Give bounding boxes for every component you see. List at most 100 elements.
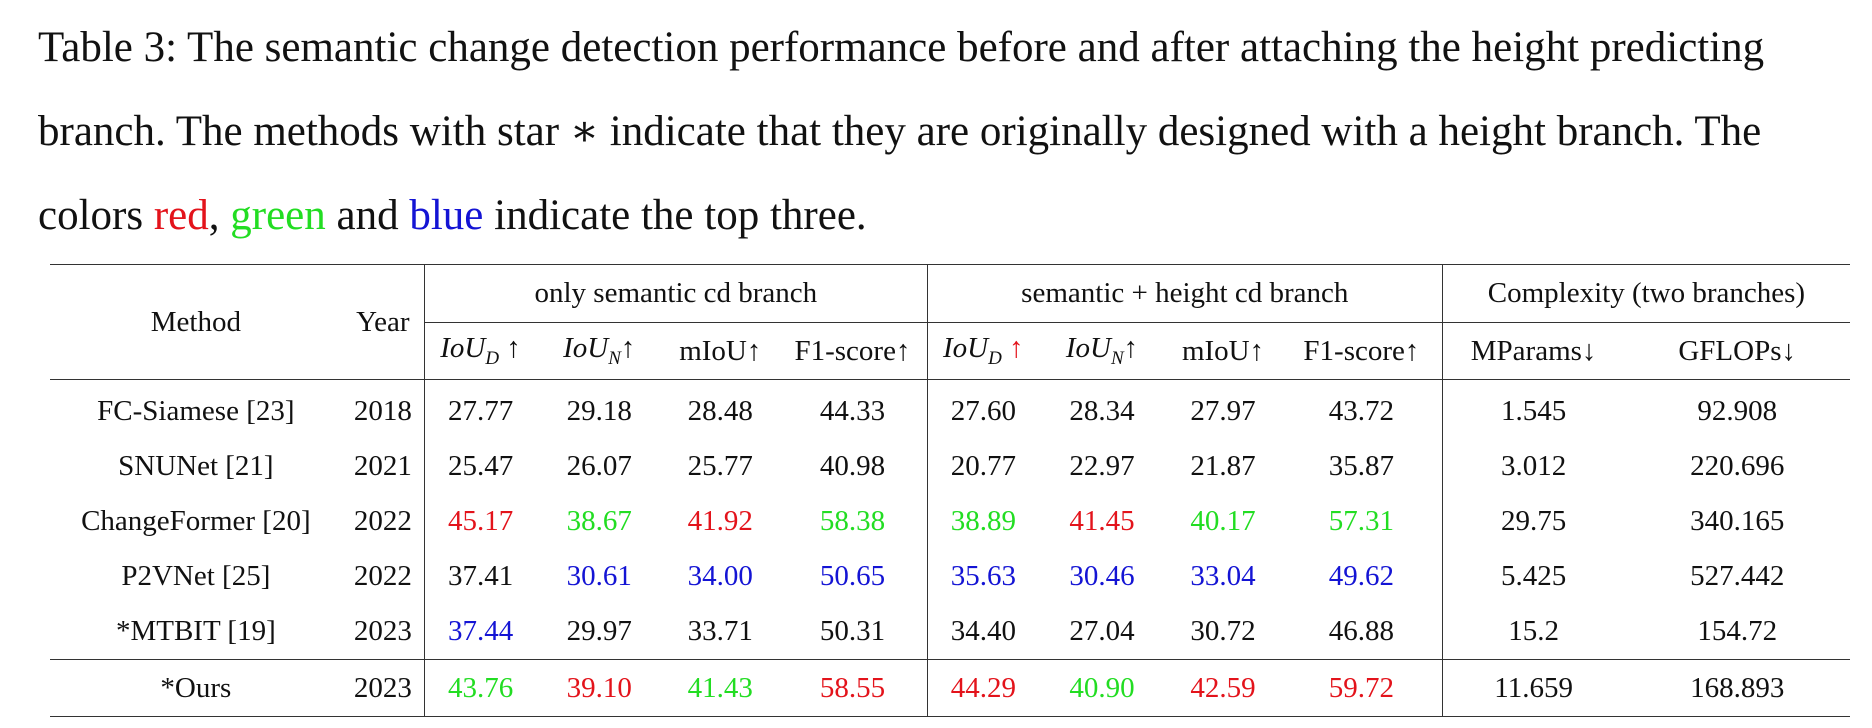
s-iou-d-cell: 25.47 (447, 450, 514, 482)
table-row: FC-Siamese [23] 2018 27.77 29.18 28.48 44.33 2… (50, 379, 1850, 439)
caption-prefix: Table 3: The semantic change detection p… (38, 24, 1765, 239)
h-f1-cell: 57.31 (1280, 494, 1443, 549)
header-complexity: Complexity (two branches) (1442, 264, 1850, 323)
h-f1-cell: 43.72 (1280, 379, 1443, 439)
method-cell: FC-Siamese [23] (97, 395, 295, 427)
header-h-f1: F1-score↑ (1280, 322, 1443, 380)
caption-red-word: red (153, 192, 209, 239)
table-row: P2VNet [25] 2022 37.41 30.61 34.00 50.65 35.63… (50, 549, 1850, 604)
s-iou-d-cell: 43.76 (424, 659, 537, 717)
s-iou-d-cell: 37.41 (447, 560, 514, 592)
method-cell: P2VNet [25] (121, 560, 271, 592)
up-arrow-icon: ↑ (506, 332, 521, 364)
s-miou-cell: 28.48 (687, 395, 753, 427)
iou-d-sub: D (485, 348, 500, 369)
iou-n-sub: N (1110, 348, 1124, 369)
s-iou-n-cell: 30.61 (566, 560, 632, 592)
method-cell: *MTBIT [19] (115, 615, 276, 647)
header-only-semantic: only semantic cd branch (424, 264, 928, 323)
iou-n-base: IoU (563, 332, 609, 364)
up-arrow-icon: ↑ (620, 332, 636, 364)
gflops-cell: 220.696 (1690, 450, 1785, 482)
h-miou-cell: 42.59 (1165, 659, 1281, 717)
mparams-cell: 1.545 (1500, 395, 1567, 427)
h-iou-n-cell: 30.46 (1069, 560, 1135, 592)
s-miou-cell: 41.43 (662, 659, 779, 717)
s-iou-n-cell: 39.10 (536, 659, 663, 717)
s-iou-d-cell: 37.44 (447, 615, 514, 647)
header-row-groups: Method Year only semantic cd branch sema… (50, 264, 1850, 380)
year-cell: 2021 (341, 439, 425, 494)
up-arrow-red-icon: ↑ (1009, 332, 1024, 364)
gflops-cell: 527.442 (1690, 560, 1785, 592)
header-s-iou-n: IoUN↑ (536, 322, 663, 380)
iou-d-base: IoU (440, 332, 486, 364)
year-cell: 2018 (341, 379, 425, 439)
h-iou-n-cell: 27.04 (1069, 615, 1135, 647)
up-arrow-icon: ↑ (1123, 332, 1139, 364)
method-cell: ChangeFormer [20] (81, 505, 311, 537)
caption-green-word: green (230, 192, 326, 239)
h-iou-n-cell: 41.45 (1069, 505, 1135, 537)
header-s-iou-d: IoUD ↑ (424, 322, 537, 380)
s-miou-cell: 41.92 (687, 505, 753, 537)
h-iou-n-cell: 40.90 (1038, 659, 1166, 717)
iou-n-sub: N (608, 348, 621, 369)
h-f1-cell: 35.87 (1280, 439, 1443, 494)
gflops-cell: 92.908 (1697, 395, 1778, 427)
table-row: *MTBIT [19] 2023 37.44 29.97 33.71 50.31 34.40… (50, 604, 1850, 660)
h-iou-d-cell: 44.29 (927, 659, 1039, 717)
s-miou-cell: 25.77 (687, 450, 753, 482)
s-iou-n-cell: 29.97 (566, 615, 632, 647)
header-s-f1: F1-score↑ (778, 322, 928, 380)
h-iou-d-cell: 27.60 (950, 395, 1016, 427)
gflops-cell: 168.893 (1624, 659, 1850, 717)
year-cell: 2022 (341, 494, 425, 549)
year-cell: 2022 (341, 549, 425, 604)
table-body: FC-Siamese [23] 2018 27.77 29.18 28.48 44.33 2… (50, 379, 1850, 717)
method-cell: *Ours (50, 659, 342, 717)
s-f1-cell: 58.38 (778, 494, 928, 549)
h-miou-cell: 27.97 (1190, 395, 1256, 427)
h-miou-cell: 21.87 (1190, 450, 1256, 482)
s-f1-cell: 44.33 (778, 379, 928, 439)
header-mparams: MParams↓ (1442, 322, 1625, 380)
table-row: ChangeFormer [20] 2022 45.17 38.67 41.92 58.3… (50, 494, 1850, 549)
s-iou-n-cell: 29.18 (566, 395, 632, 427)
method-cell: SNUNet [21] (118, 450, 274, 482)
iou-n-base: IoU (1065, 332, 1111, 364)
year-cell: 2023 (341, 604, 425, 660)
mparams-cell: 3.012 (1500, 450, 1567, 482)
table-row: SNUNet [21] 2021 25.47 26.07 25.77 40.98 20.77… (50, 439, 1850, 494)
h-iou-n-cell: 28.34 (1069, 395, 1135, 427)
gflops-cell: 340.165 (1690, 505, 1785, 537)
mparams-cell: 29.75 (1500, 505, 1567, 537)
h-iou-d-cell: 38.89 (950, 505, 1016, 537)
s-f1-cell: 58.55 (778, 659, 928, 717)
h-f1-cell: 46.88 (1280, 604, 1443, 660)
h-iou-n-cell: 22.97 (1069, 450, 1135, 482)
header-s-miou: mIoU↑ (662, 322, 779, 380)
mparams-cell: 15.2 (1508, 615, 1559, 647)
iou-d-base: IoU (943, 332, 989, 364)
header-h-miou: mIoU↑ (1165, 322, 1281, 380)
s-f1-cell: 40.98 (778, 439, 928, 494)
h-miou-cell: 30.72 (1190, 615, 1256, 647)
gflops-cell: 154.72 (1697, 615, 1778, 647)
header-method: Method (50, 264, 342, 380)
table-row: *Ours 2023 43.76 39.10 41.43 58.55 44.29 40.90 4… (50, 659, 1850, 717)
caption-and: and (325, 192, 410, 239)
header-h-iou-d: IoUD ↑ (927, 322, 1039, 380)
s-f1-cell: 50.65 (778, 549, 928, 604)
s-iou-n-cell: 26.07 (566, 450, 632, 482)
h-f1-cell: 49.62 (1280, 549, 1443, 604)
results-table: Method Year only semantic cd branch sema… (50, 264, 1850, 717)
mparams-cell: 5.425 (1500, 560, 1567, 592)
s-iou-n-cell: 38.67 (566, 505, 632, 537)
header-semantic-height: semantic + height cd branch (927, 264, 1443, 323)
s-iou-d-cell: 45.17 (447, 505, 514, 537)
s-miou-cell: 34.00 (687, 560, 753, 592)
s-f1-cell: 50.31 (778, 604, 928, 660)
h-iou-d-cell: 20.77 (950, 450, 1016, 482)
header-row-metrics: IoUD ↑ IoUN↑ mIoU↑ F1-score↑ IoUD ↑ IoUN… (50, 322, 1850, 380)
